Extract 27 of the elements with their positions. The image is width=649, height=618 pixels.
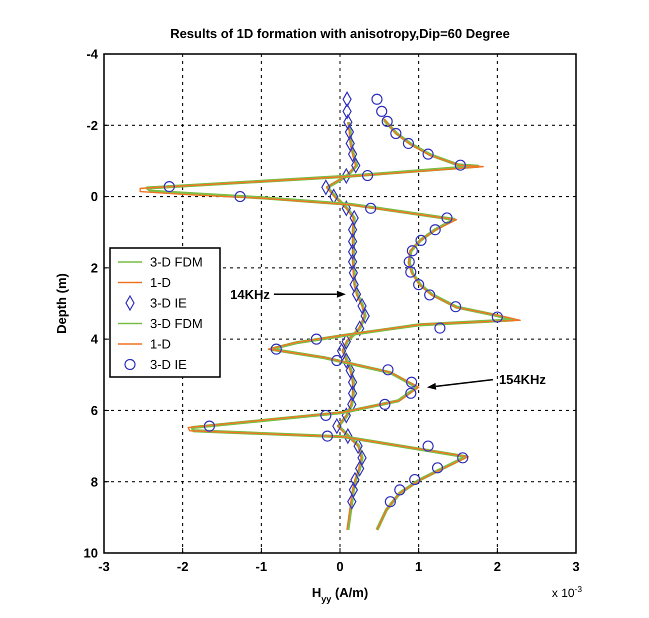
x-tick-label: 1 [415, 559, 422, 574]
y-tick-label: 4 [90, 332, 99, 347]
legend-label: 3-D FDM [150, 254, 203, 270]
y-tick-label: 6 [90, 402, 98, 418]
y-tick-label: -2 [86, 118, 98, 133]
y-axis-title: Depth (m) [54, 273, 69, 334]
annotation: 14KHz [230, 286, 270, 302]
x-axis-title: H$_{yy}$ (A/m) [312, 585, 368, 604]
y-tick-label: 0 [90, 189, 98, 204]
x-tick-label: 0 [336, 559, 344, 574]
y-tick-label: -4 [86, 46, 99, 62]
y-tick-label: 2 [90, 260, 98, 276]
chart-title: Results of 1D formation with anisotropy,Dip=60 Degree [170, 26, 510, 41]
x-tick-label: -3 [98, 559, 110, 574]
x-tick-label: 3 [572, 559, 580, 574]
legend-label: 3-D FDM [150, 316, 203, 332]
text: x 10$^{-3}$ [552, 584, 582, 600]
annotation: 154KHz [498, 372, 546, 388]
legend-label: 1-D [150, 275, 171, 290]
legend-label: 3-D IE [150, 296, 188, 311]
legend-label: 3-D IE [150, 357, 188, 372]
x-tick-label: -2 [176, 559, 188, 574]
x-tick-label: -1 [256, 559, 268, 574]
x-tick-label: 2 [494, 559, 501, 574]
y-tick-label: 10 [84, 546, 98, 561]
y-tick-label: 8 [90, 474, 98, 490]
legend-label: 1-D [150, 336, 171, 352]
